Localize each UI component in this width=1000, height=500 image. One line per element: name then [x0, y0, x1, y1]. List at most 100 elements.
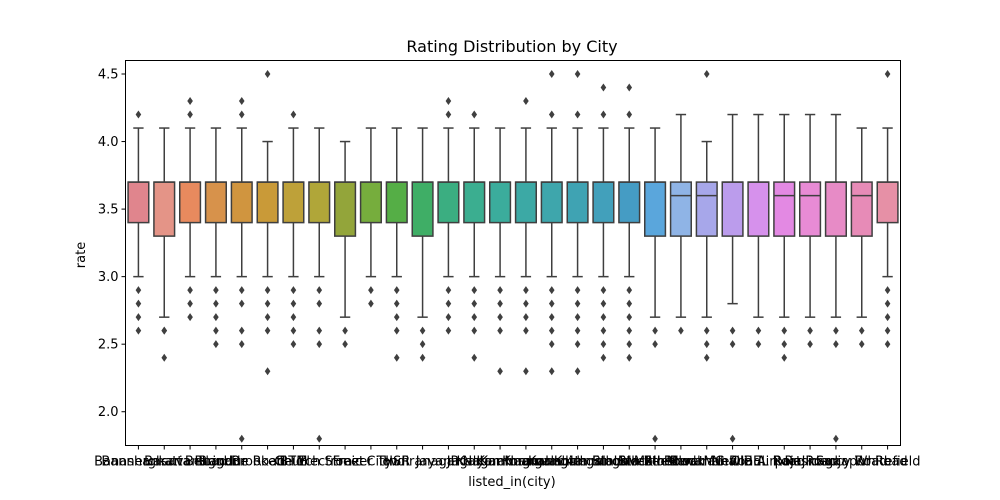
outlier-point: [548, 340, 555, 349]
box: [669, 181, 692, 237]
box-group: [669, 113, 692, 335]
outlier-point: [548, 326, 555, 335]
outlier-point: [703, 353, 710, 362]
x-tick-label: Koramangala 6th Block: [528, 455, 679, 470]
outlier-point: [574, 367, 581, 376]
outlier-point: [884, 340, 891, 349]
outlier-point: [600, 110, 607, 119]
outlier-point: [548, 286, 555, 295]
outlier-point: [393, 286, 400, 295]
outlier-point: [368, 286, 374, 295]
box: [282, 181, 305, 224]
outlier-point: [781, 353, 788, 362]
x-tick-label: Residency Road: [784, 455, 887, 470]
outlier-point: [626, 353, 633, 362]
outlier-point: [548, 110, 555, 119]
outlier-point: [548, 70, 555, 79]
outlier-point: [135, 326, 142, 335]
box-group: [411, 127, 434, 362]
outlier-point: [213, 326, 219, 335]
outlier-point: [652, 326, 658, 335]
outlier-point: [316, 286, 323, 295]
outlier-point: [574, 286, 581, 295]
outlier-point: [471, 110, 478, 119]
outlier-point: [445, 286, 452, 295]
box: [799, 181, 822, 237]
outlier-point: [264, 70, 271, 79]
outlier-point: [187, 286, 193, 295]
outlier-point: [729, 340, 736, 349]
outlier-point: [755, 326, 762, 335]
x-tick-label: Sarjapur Road: [816, 455, 908, 470]
outlier-point: [471, 353, 478, 362]
outlier-point: [574, 110, 581, 119]
x-tick-label: Malleshwaram: [634, 455, 728, 470]
outlier-point: [238, 299, 245, 308]
outlier-point: [238, 326, 245, 335]
outlier-point: [548, 299, 555, 308]
outlier-point: [368, 299, 374, 308]
x-tick-label: Koramangala 4th Block: [476, 455, 627, 470]
outlier-point: [471, 326, 478, 335]
outlier-point: [497, 299, 503, 308]
box: [463, 181, 486, 224]
outlier-point: [471, 299, 478, 308]
outlier-point: [187, 313, 193, 322]
outlier-point: [600, 326, 607, 335]
outlier-point: [884, 326, 891, 335]
x-tick-label: Koramangala 7th Block: [554, 455, 705, 470]
outlier-point: [238, 286, 245, 295]
outlier-point: [600, 286, 607, 295]
outlier-point: [678, 326, 684, 335]
box: [385, 181, 408, 224]
x-tick-label: Brookefield: [231, 455, 304, 470]
outlier-point: [238, 340, 245, 349]
outlier-point: [729, 326, 736, 335]
box-group: [514, 97, 537, 376]
box: [876, 181, 899, 224]
x-tick-label: Brigade Road: [198, 455, 285, 470]
outlier-point: [393, 299, 400, 308]
box: [566, 181, 589, 224]
outlier-point: [187, 97, 193, 106]
outlier-point: [497, 326, 503, 335]
outlier-point: [213, 313, 219, 322]
outlier-point: [884, 286, 891, 295]
box: [437, 181, 460, 224]
outlier-point: [703, 326, 710, 335]
outlier-point: [264, 286, 271, 295]
outlier-point: [833, 326, 839, 335]
outlier-point: [652, 340, 658, 349]
box: [411, 181, 434, 237]
box-group: [566, 70, 589, 376]
outlier-point: [161, 353, 168, 362]
outlier-point: [161, 326, 168, 335]
outlier-point: [419, 326, 426, 335]
x-tick-label: Basavanagudi: [144, 455, 236, 470]
box: [489, 181, 512, 224]
y-tick-label: 4.5: [98, 68, 119, 83]
x-tick-label: Church Street: [274, 455, 364, 470]
box-group: [876, 70, 899, 349]
outlier-point: [135, 110, 142, 119]
box: [695, 181, 718, 237]
box-group: [308, 127, 331, 443]
x-tick-label: Lavelle Road: [614, 455, 697, 470]
y-tick-label: 4.0: [98, 135, 119, 150]
outlier-point: [135, 299, 142, 308]
outlier-point: [445, 326, 452, 335]
x-tick-label: Jayanagar: [415, 455, 482, 470]
outlier-point: [213, 286, 219, 295]
outlier-point: [807, 340, 813, 349]
outlier-point: [626, 313, 633, 322]
box-group: [437, 97, 460, 335]
box-group: [850, 127, 873, 349]
box-group: [799, 113, 822, 349]
x-tick-label: Marathahalli: [666, 455, 747, 470]
box-group: [592, 83, 615, 362]
outlier-point: [393, 326, 400, 335]
outlier-point: [523, 326, 529, 335]
box: [256, 181, 279, 224]
outlier-point: [574, 313, 581, 322]
